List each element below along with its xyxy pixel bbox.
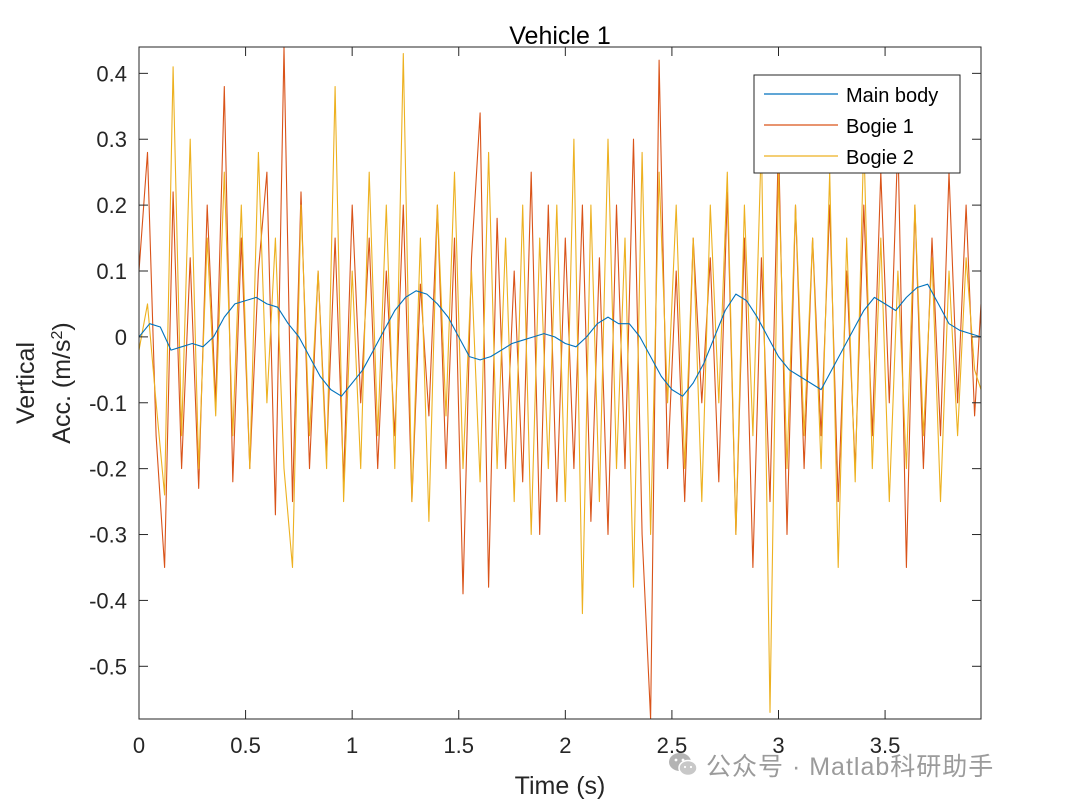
x-tick-label: 3 bbox=[772, 733, 784, 758]
y-tick-label: -0.2 bbox=[89, 457, 127, 482]
series-line-main-body bbox=[139, 283, 981, 397]
x-tick-label: 3.5 bbox=[870, 733, 901, 758]
legend-label-bogie-1: Bogie 1 bbox=[846, 116, 914, 138]
axis-ticks: 0 0.5 1 1.5 2 2.5 3 3.50.40.30.20.10-0.1-0.2-0.… bbox=[89, 47, 981, 758]
y-tick-label: -0.3 bbox=[89, 523, 127, 548]
x-tick-label: 0.5 bbox=[230, 733, 261, 758]
plot-area bbox=[139, 47, 981, 719]
watermark-text: 公众号 · Matlab科研助手 bbox=[706, 753, 995, 781]
watermark: 公众号 · Matlab科研助手 bbox=[668, 745, 994, 785]
series-line-bogie-2 bbox=[139, 53, 981, 713]
y-tick-label: 0.1 bbox=[96, 259, 127, 284]
x-tick-label: 2 bbox=[559, 733, 571, 758]
y-tick-label: 0.2 bbox=[96, 193, 127, 218]
legend: Main body Bogie 1 Bogie 2 bbox=[753, 74, 961, 174]
legend-box bbox=[753, 74, 961, 174]
y-tick-label: 0.3 bbox=[96, 127, 127, 152]
x-axis-title: Time (s) bbox=[515, 772, 606, 800]
y-tick-label: -0.1 bbox=[89, 391, 127, 416]
axes-box bbox=[138, 46, 982, 720]
y-tick-label: -0.4 bbox=[89, 588, 127, 613]
y-tick-label: 0.4 bbox=[96, 61, 127, 86]
legend-label-main-body: Main body bbox=[846, 85, 938, 107]
chart-title: Vehicle 1 bbox=[509, 22, 610, 50]
x-tick-label: 0 bbox=[133, 733, 145, 758]
y-axis-title-line1: Vertical bbox=[12, 342, 40, 424]
y-axis-title-line2: Acc. (m/s2) bbox=[48, 322, 76, 443]
y-tick-label: 0 bbox=[115, 325, 127, 350]
x-tick-label: 1 bbox=[346, 733, 358, 758]
legend-label-bogie-2: Bogie 2 bbox=[846, 147, 914, 169]
wechat-icon bbox=[668, 751, 698, 779]
y-axis-title-superscript: 2 bbox=[49, 331, 66, 340]
y-tick-label: -0.5 bbox=[89, 654, 127, 679]
x-tick-label: 1.5 bbox=[443, 733, 474, 758]
